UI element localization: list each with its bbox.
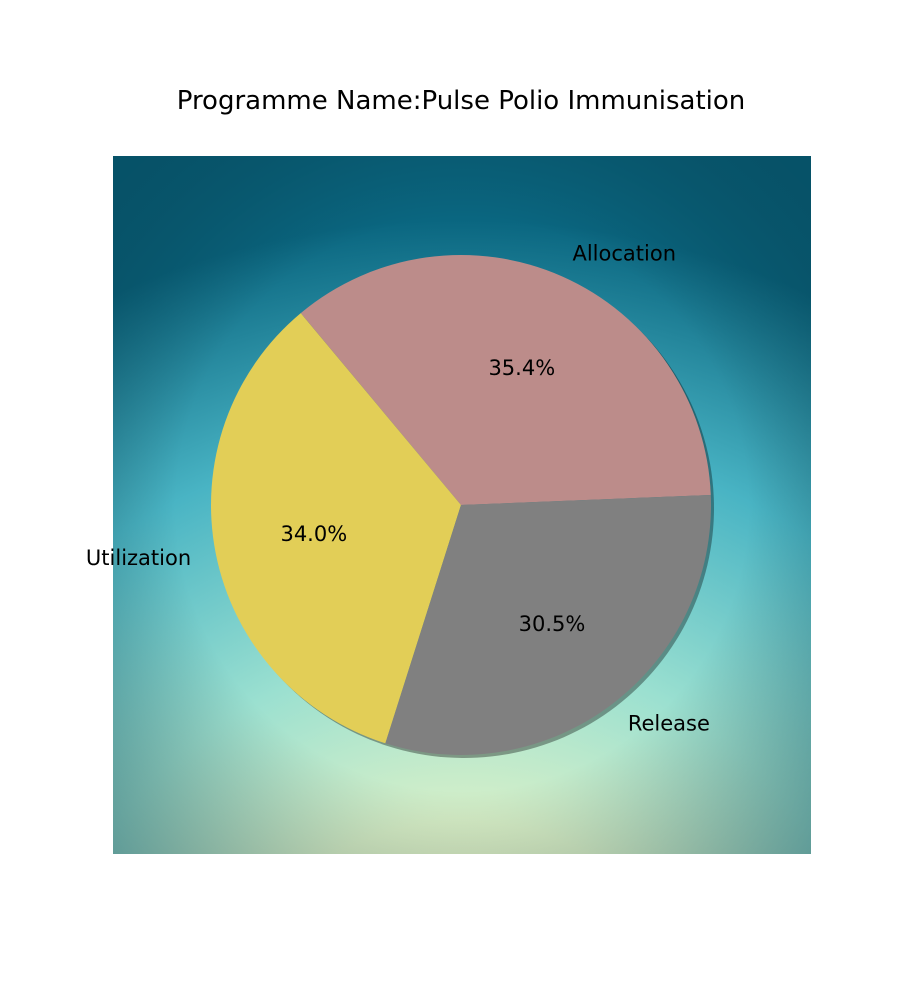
slice-percent-release: 30.5%	[519, 612, 586, 636]
slice-label-allocation: Allocation	[572, 242, 676, 266]
chart-title: Programme Name:Pulse Polio Immunisation	[176, 86, 746, 116]
pie-slice-allocation	[300, 255, 711, 505]
pie-slices	[210, 255, 711, 755]
pie-slice-utilization	[210, 313, 461, 744]
pie-labels: Allocation 35.4% Utilization 34.0% Release 30…	[86, 242, 710, 736]
slice-label-utilization: Utilization	[86, 546, 191, 570]
slice-label-release: Release	[628, 712, 710, 736]
slice-percent-allocation: 35.4%	[488, 356, 555, 380]
pie-slice-release	[385, 494, 711, 755]
slice-percent-utilization: 34.0%	[280, 522, 347, 546]
